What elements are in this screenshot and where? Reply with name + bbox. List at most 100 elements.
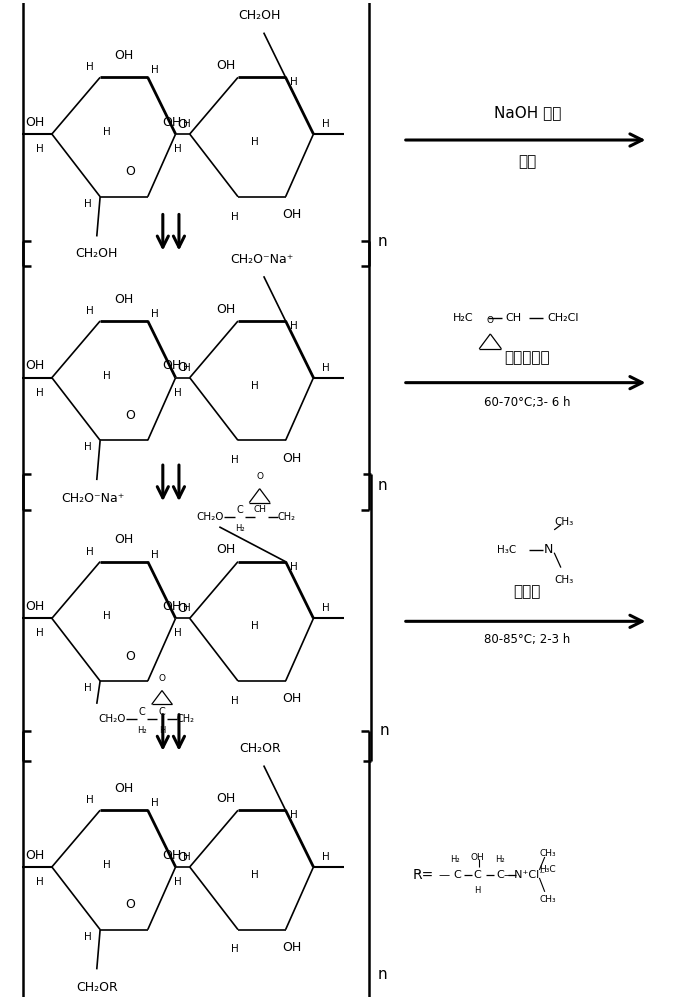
Text: CH: CH [253,505,266,514]
Text: OH: OH [163,359,182,372]
Text: H: H [321,119,330,129]
Text: C: C [159,707,165,717]
Text: O: O [178,118,188,131]
Text: H₂C: H₂C [453,313,474,323]
Text: H: H [36,144,43,154]
Text: CH₂OR: CH₂OR [239,742,281,755]
Text: O: O [178,851,188,864]
Text: H: H [174,388,182,398]
Text: H: H [151,798,159,808]
Text: OH: OH [163,600,182,613]
Text: OH: OH [25,116,44,129]
Text: H: H [290,77,298,87]
Text: C: C [236,505,243,515]
Text: —: — [439,870,450,880]
Text: OH: OH [163,849,182,862]
Text: H: H [174,144,182,154]
Text: NaOH 溶液: NaOH 溶液 [494,105,561,120]
Text: H₂: H₂ [450,855,460,864]
Text: n: n [378,478,388,493]
Text: H₂: H₂ [137,726,146,735]
Text: n: n [380,723,390,738]
Text: H: H [321,603,330,613]
Text: H: H [231,696,239,706]
Text: H: H [475,886,481,895]
Text: OH: OH [217,303,236,316]
Text: H: H [251,621,259,631]
Text: CH₂OH: CH₂OH [239,9,281,22]
Text: H: H [103,127,111,137]
Text: H: H [36,877,43,887]
Text: H: H [84,683,92,693]
Text: H: H [86,547,94,557]
Text: H: H [159,726,165,735]
Text: H: H [183,852,191,862]
Text: H: H [183,119,191,129]
Text: OH: OH [471,853,484,862]
Text: H: H [321,363,330,373]
Text: H: H [103,860,111,870]
Text: H: H [86,62,94,72]
Text: CH₂O: CH₂O [197,512,224,522]
Text: H₃C: H₃C [498,545,517,555]
Text: H: H [103,611,111,621]
Text: OH: OH [283,692,302,705]
Text: C: C [454,870,461,880]
Text: CH₃: CH₃ [555,575,574,585]
Text: OH: OH [115,782,134,795]
Text: H₃C: H₃C [540,865,556,874]
Text: C: C [496,870,504,880]
Text: OH: OH [25,849,44,862]
Text: H: H [251,381,259,391]
Text: CH₂: CH₂ [176,714,195,724]
Text: OH: OH [283,208,302,221]
Text: O: O [487,316,494,325]
Text: H₂: H₂ [235,524,244,533]
Text: OH: OH [115,49,134,62]
Text: H: H [86,795,94,805]
Text: 室温: 室温 [518,154,536,169]
Text: OH: OH [217,543,236,556]
Text: O: O [125,898,136,911]
Text: CH₂OR: CH₂OR [76,981,118,994]
Text: OH: OH [283,941,302,954]
Text: 60-70°C;3- 6 h: 60-70°C;3- 6 h [484,396,570,409]
Text: n: n [378,234,388,249]
Text: H: H [290,321,298,331]
Text: CH: CH [506,313,522,323]
Text: H: H [151,550,159,560]
Text: H: H [321,852,330,862]
Text: CH₂O⁻Na⁺: CH₂O⁻Na⁺ [230,253,294,266]
Text: H: H [84,932,92,942]
Text: H: H [231,212,239,222]
Text: C: C [474,870,481,880]
Text: O: O [159,674,165,683]
Text: H: H [231,944,239,954]
Text: O: O [178,361,188,374]
Text: OH: OH [115,293,134,306]
Text: O: O [125,409,136,422]
Text: H: H [183,363,191,373]
Text: 80-85°C; 2-3 h: 80-85°C; 2-3 h [484,633,570,646]
Text: CH₂OH: CH₂OH [75,247,118,260]
Text: 环氧氯丙烷: 环氧氯丙烷 [504,350,550,365]
Text: H: H [290,810,298,820]
Text: C: C [138,707,145,717]
Text: CH₃: CH₃ [540,895,557,904]
Text: OH: OH [163,116,182,129]
Text: H: H [290,562,298,572]
Text: H: H [84,442,92,452]
Text: O: O [256,472,263,481]
Text: CH₃: CH₃ [555,517,574,527]
Text: OH: OH [25,600,44,613]
Text: 三甲胺: 三甲胺 [514,584,541,599]
Text: —N⁺Cl⁻: —N⁺Cl⁻ [504,870,546,880]
Text: H: H [151,65,159,75]
Text: O: O [178,602,188,615]
Text: OH: OH [115,533,134,546]
Text: CH₂Cl: CH₂Cl [547,313,579,323]
Text: H: H [183,603,191,613]
Text: CH₃: CH₃ [540,849,557,858]
Text: H: H [251,137,259,147]
Text: H: H [36,628,43,638]
